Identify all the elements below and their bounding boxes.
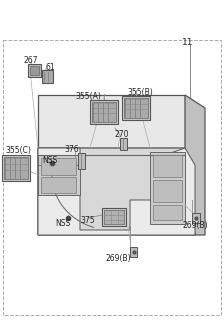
Polygon shape [38, 148, 195, 235]
Bar [104, 210, 124, 224]
Text: 376: 376 [65, 145, 79, 154]
Bar [41, 177, 76, 193]
Text: NSS: NSS [55, 219, 70, 228]
Polygon shape [38, 148, 195, 235]
Text: 269(B): 269(B) [105, 253, 131, 262]
Bar [90, 100, 118, 124]
Bar [41, 158, 76, 175]
Bar [38, 155, 80, 195]
Bar [153, 205, 182, 220]
Text: 355(A): 355(A) [75, 92, 101, 100]
Bar [78, 153, 85, 169]
Text: 355(C): 355(C) [5, 146, 31, 155]
Bar [150, 152, 185, 224]
Bar [130, 247, 137, 257]
Text: 61: 61 [45, 62, 55, 71]
Bar [153, 180, 182, 202]
Polygon shape [38, 95, 185, 148]
Text: NSS: NSS [42, 156, 57, 164]
Bar [124, 98, 148, 118]
Bar [3, 40, 221, 315]
Text: 355(B): 355(B) [127, 87, 153, 97]
Bar [120, 138, 127, 150]
Bar [28, 64, 41, 77]
Text: 375: 375 [81, 215, 95, 225]
Text: 11: 11 [182, 37, 194, 46]
Bar [4, 157, 28, 179]
Bar [2, 155, 30, 181]
Polygon shape [185, 95, 205, 235]
Text: 270: 270 [115, 130, 129, 139]
Bar [102, 208, 126, 226]
Bar [42, 70, 53, 83]
Bar [30, 66, 39, 75]
Bar [92, 102, 116, 122]
Text: 269(B): 269(B) [182, 220, 208, 229]
Bar [192, 213, 200, 223]
Text: 267: 267 [24, 55, 39, 65]
Bar [122, 96, 150, 120]
Bar [153, 155, 182, 177]
